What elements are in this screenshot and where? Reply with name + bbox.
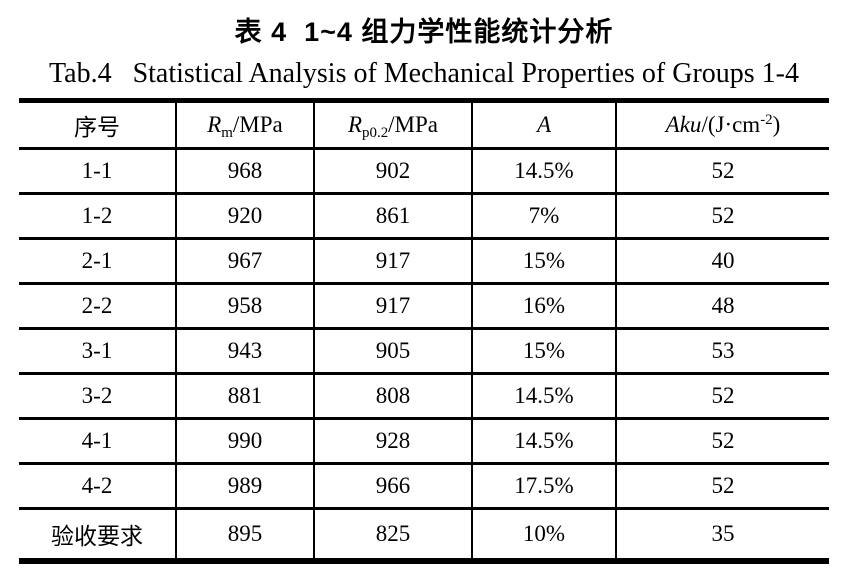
- table-cell: 990: [175, 417, 315, 465]
- table-cell: 917: [313, 237, 473, 285]
- rp02-subscript: p0.2: [362, 125, 389, 142]
- table-cell: 52: [615, 147, 829, 195]
- row-label: 验收要求: [19, 507, 177, 563]
- table-row-3-2: 3-2 881 808 14.5% 52: [19, 372, 829, 420]
- table-cell: 14.5%: [471, 372, 617, 420]
- row-label: 3-2: [19, 372, 177, 420]
- table-row-4-2: 4-2 989 966 17.5% 52: [19, 462, 829, 510]
- header-row: 序号 Rm/MPa Rp0.2/MPa A Aku/(J·cm-2): [19, 99, 829, 150]
- table-cell: 966: [313, 462, 473, 510]
- table-row-1-1: 1-1 968 902 14.5% 52: [19, 147, 829, 195]
- column-header-elongation: A: [471, 99, 617, 150]
- table-cell: 905: [313, 327, 473, 375]
- table-row-3-1: 3-1 943 905 15% 53: [19, 327, 829, 375]
- table-cell: 16%: [471, 282, 617, 330]
- table-cell: 943: [175, 327, 315, 375]
- table-cell: 895: [175, 507, 315, 563]
- row-label: 2-1: [19, 237, 177, 285]
- row-label: 1-2: [19, 192, 177, 240]
- column-header-aku: Aku/(J·cm-2): [615, 99, 829, 150]
- table-row-2-2: 2-2 958 917 16% 48: [19, 282, 829, 330]
- table-cell: 989: [175, 462, 315, 510]
- mechanical-properties-table: 序号 Rm/MPa Rp0.2/MPa A Aku/(J·cm-2) 1-1 9…: [19, 98, 829, 564]
- table-row-1-2: 1-2 920 861 7% 52: [19, 192, 829, 240]
- table-cell: 917: [313, 282, 473, 330]
- rm-symbol: R: [207, 112, 222, 137]
- row-label: 2-2: [19, 282, 177, 330]
- row-label: 4-1: [19, 417, 177, 465]
- table-cell: 861: [313, 192, 473, 240]
- elongation-symbol: A: [536, 112, 552, 137]
- table-row-acceptance-requirement: 验收要求 895 825 10% 35: [19, 507, 829, 563]
- row-label: 4-2: [19, 462, 177, 510]
- table-cell: 14.5%: [471, 147, 617, 195]
- row-label: 3-1: [19, 327, 177, 375]
- rp02-unit: /MPa: [388, 112, 439, 137]
- table-cell: 52: [615, 417, 829, 465]
- rm-subscript: m: [221, 125, 233, 142]
- aku-unit-superscript: -2: [760, 111, 773, 128]
- aku-unit-pre: /(J·cm: [701, 112, 761, 137]
- table-cell: 14.5%: [471, 417, 617, 465]
- table-cell: 53: [615, 327, 829, 375]
- column-header-index: 序号: [19, 99, 177, 150]
- rm-unit: /MPa: [232, 112, 283, 137]
- table-cell: 52: [615, 372, 829, 420]
- table-cell: 920: [175, 192, 315, 240]
- row-label: 1-1: [19, 147, 177, 195]
- table-cell: 52: [615, 192, 829, 240]
- table-cell: 808: [313, 372, 473, 420]
- table-cell: 17.5%: [471, 462, 617, 510]
- aku-unit-post: ): [772, 112, 781, 137]
- table-cell: 928: [313, 417, 473, 465]
- rp02-symbol: R: [347, 112, 363, 137]
- table-caption-chinese: 表 4 1~4 组力学性能统计分析: [234, 17, 614, 47]
- table-caption-english: Tab.4 Statistical Analysis of Mechanical…: [49, 58, 799, 89]
- table-cell: 967: [175, 237, 315, 285]
- table-cell: 15%: [471, 237, 617, 285]
- table-row-4-1: 4-1 990 928 14.5% 52: [19, 417, 829, 465]
- column-header-rp02: Rp0.2/MPa: [313, 99, 473, 150]
- table-cell: 968: [175, 147, 315, 195]
- column-header-rm: Rm/MPa: [175, 99, 315, 150]
- table-cell: 7%: [471, 192, 617, 240]
- table-cell: 958: [175, 282, 315, 330]
- table-cell: 52: [615, 462, 829, 510]
- table-cell: 881: [175, 372, 315, 420]
- table-cell: 825: [313, 507, 473, 563]
- table-cell: 15%: [471, 327, 617, 375]
- table-cell: 40: [615, 237, 829, 285]
- table-cell: 10%: [471, 507, 617, 563]
- table-cell: 902: [313, 147, 473, 195]
- aku-symbol: Aku: [665, 112, 702, 137]
- table-cell: 48: [615, 282, 829, 330]
- table-cell: 35: [615, 507, 829, 563]
- table-row-2-1: 2-1 967 917 15% 40: [19, 237, 829, 285]
